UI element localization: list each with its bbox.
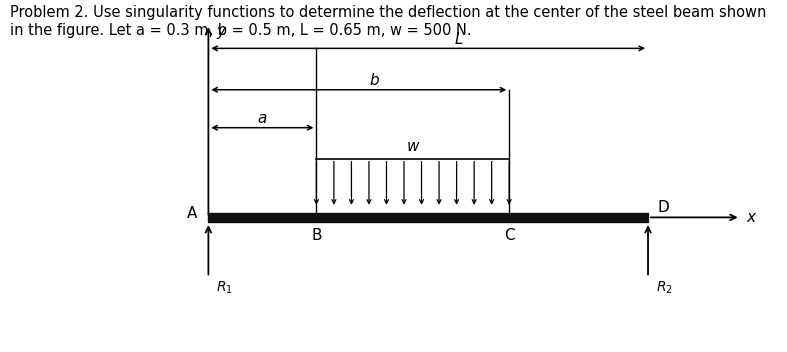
Polygon shape xyxy=(209,213,648,222)
Text: in the figure. Let a = 0.3 m, b = 0.5 m, L = 0.65 m, w = 500 N.: in the figure. Let a = 0.3 m, b = 0.5 m,… xyxy=(10,23,472,38)
Text: Problem 2. Use singularity functions to determine the deflection at the center o: Problem 2. Use singularity functions to … xyxy=(10,5,767,20)
Text: w: w xyxy=(407,139,419,153)
Text: C: C xyxy=(504,228,515,244)
Text: x: x xyxy=(747,210,756,225)
Text: A: A xyxy=(187,206,197,221)
Text: y: y xyxy=(216,24,225,39)
Text: D: D xyxy=(657,200,669,215)
Text: b: b xyxy=(369,73,379,88)
Text: $R_1$: $R_1$ xyxy=(216,279,233,296)
Text: L: L xyxy=(455,32,464,46)
Text: B: B xyxy=(311,228,322,244)
Text: a: a xyxy=(257,111,267,126)
Text: $R_2$: $R_2$ xyxy=(656,279,673,296)
